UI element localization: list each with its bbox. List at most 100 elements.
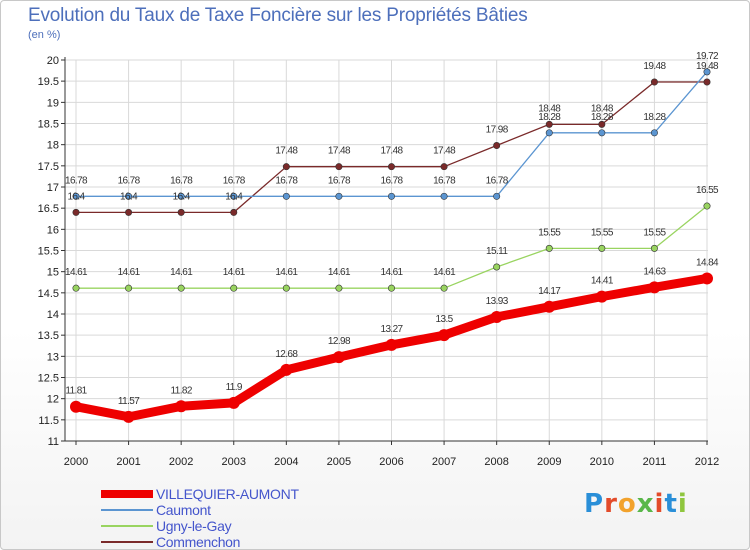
- data-point: [703, 202, 711, 210]
- data-label: 14.61: [170, 267, 193, 278]
- legend-label: Caumont: [156, 502, 211, 518]
- data-label: 14.61: [223, 267, 246, 278]
- logo-letter: x: [636, 489, 655, 519]
- data-point: [440, 284, 448, 292]
- data-label: 14.61: [118, 267, 141, 278]
- logo-letter: P: [584, 489, 605, 519]
- data-point: [125, 208, 133, 216]
- logo-letter: i: [654, 489, 665, 519]
- data-point: [598, 244, 606, 252]
- y-tick-label: 14.5: [38, 288, 59, 300]
- data-label: 12.98: [328, 336, 351, 347]
- data-label: 16.78: [380, 175, 403, 186]
- data-label: 11.9: [226, 382, 243, 393]
- x-tick-label: 2006: [379, 456, 403, 468]
- data-point: [545, 129, 553, 137]
- data-label: 14.63: [643, 266, 666, 277]
- data-label: 16.78: [118, 175, 141, 186]
- data-point: [122, 410, 135, 423]
- data-point: [282, 192, 290, 200]
- legend-swatch: [101, 541, 153, 543]
- data-point: [332, 351, 345, 364]
- legend-swatch: [101, 490, 153, 498]
- data-label: 12.68: [275, 349, 298, 360]
- data-point: [598, 120, 606, 128]
- x-tick-label: 2002: [169, 456, 193, 468]
- data-label: 15.11: [486, 246, 508, 257]
- legend-swatch: [101, 509, 153, 511]
- data-label: 14.61: [433, 267, 456, 278]
- data-label: 19.48: [696, 61, 719, 72]
- logo-letter: t: [664, 489, 678, 519]
- x-tick-label: 2008: [484, 456, 508, 468]
- data-label: 16.78: [170, 175, 193, 186]
- data-point: [70, 400, 82, 413]
- data-label: 11.57: [118, 396, 140, 407]
- data-point: [493, 142, 501, 150]
- y-tick-label: 15: [47, 267, 59, 279]
- data-label: 18.48: [538, 103, 561, 114]
- data-label: 14.61: [65, 267, 88, 278]
- data-label: 18.28: [643, 112, 666, 123]
- data-point: [177, 208, 185, 216]
- data-point: [72, 192, 80, 200]
- data-point: [650, 129, 658, 137]
- data-label: 16.4: [120, 191, 138, 202]
- logo-letter: r: [604, 489, 618, 519]
- x-tick-label: 2007: [432, 456, 456, 468]
- data-label: 14.61: [328, 267, 351, 278]
- data-point: [545, 120, 553, 128]
- data-point: [230, 208, 238, 216]
- data-label: 16.78: [223, 175, 246, 186]
- data-label: 16.4: [173, 191, 191, 202]
- data-point: [648, 281, 661, 294]
- y-tick-label: 19: [47, 97, 59, 109]
- data-point: [177, 192, 185, 200]
- y-tick-label: 13.5: [38, 330, 59, 342]
- data-label: 18.28: [538, 112, 561, 123]
- y-tick-label: 20: [47, 55, 59, 67]
- data-point: [438, 329, 451, 342]
- y-tick-label: 12: [47, 394, 59, 406]
- x-tick-label: 2009: [537, 456, 561, 468]
- y-tick-label: 13: [47, 351, 59, 363]
- data-label: 17.48: [328, 146, 351, 157]
- data-label: 19.72: [696, 51, 719, 62]
- data-point: [335, 163, 343, 171]
- data-label: 14.61: [275, 267, 298, 278]
- data-label: 16.78: [65, 175, 88, 186]
- data-point: [387, 192, 395, 200]
- data-point: [490, 310, 503, 323]
- y-tick-label: 17: [47, 182, 59, 194]
- y-tick-label: 18.5: [38, 119, 59, 131]
- x-tick-label: 2004: [274, 456, 298, 468]
- data-point: [280, 363, 293, 376]
- data-point: [387, 284, 395, 292]
- y-tick-label: 11.5: [38, 415, 59, 427]
- data-point: [543, 300, 556, 313]
- y-tick-label: 11: [48, 436, 59, 448]
- data-point: [335, 284, 343, 292]
- x-tick-label: 2003: [222, 456, 246, 468]
- data-point: [175, 400, 188, 413]
- x-tick-label: 2005: [327, 456, 351, 468]
- data-label: 14.84: [696, 257, 719, 268]
- y-axis-unit-label: (en %): [28, 29, 61, 41]
- y-tick-label: 18: [47, 140, 59, 152]
- data-label: 16.78: [433, 175, 456, 186]
- data-point: [701, 272, 713, 285]
- data-point: [703, 68, 711, 76]
- data-label: 17.98: [486, 125, 509, 136]
- data-point: [650, 244, 658, 252]
- data-label: 13.27: [380, 324, 403, 335]
- data-label: 14.41: [591, 276, 614, 287]
- data-point: [282, 284, 290, 292]
- data-point: [335, 192, 343, 200]
- data-label: 15.55: [538, 227, 561, 238]
- data-label: 16.78: [486, 175, 509, 186]
- data-point: [595, 290, 608, 303]
- data-label: 17.48: [433, 146, 456, 157]
- data-point: [230, 192, 238, 200]
- data-label: 11.81: [65, 386, 87, 397]
